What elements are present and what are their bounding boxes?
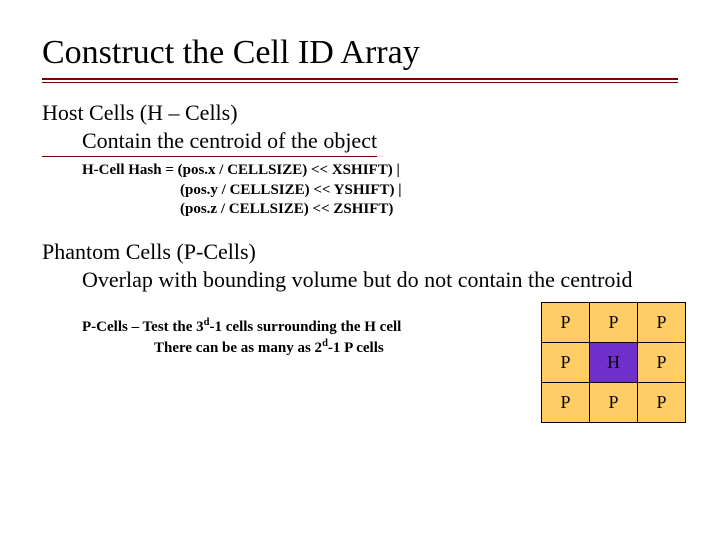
p-cell: P — [638, 343, 686, 383]
hash-line-1: H-Cell Hash = (pos.x / CELLSIZE) << XSHI… — [82, 161, 678, 181]
note-l1a: P-Cells – Test the 3 — [82, 319, 204, 335]
table-row: P P P — [542, 383, 686, 423]
phantom-heading: Phantom Cells (P-Cells) — [42, 238, 678, 266]
host-cells-section: Host Cells (H – Cells) Contain the centr… — [42, 99, 678, 161]
note-l2b: -1 P cells — [328, 340, 384, 356]
table-row: P P P — [542, 303, 686, 343]
note-l1b: -1 cells surrounding the H cell — [210, 319, 402, 335]
p-cell: P — [590, 383, 638, 423]
title-underline — [42, 78, 678, 83]
note-l2a: There can be as many as 2 — [154, 340, 322, 356]
p-cell: P — [590, 303, 638, 343]
slide-title: Construct the Cell ID Array — [42, 34, 678, 72]
cell-grid: P P P P H P P P P — [541, 302, 686, 423]
hash-line-3: (pos.z / CELLSIZE) << ZSHIFT) — [82, 200, 678, 220]
hash-block: H-Cell Hash = (pos.x / CELLSIZE) << XSHI… — [42, 161, 678, 220]
p-cell: P — [638, 303, 686, 343]
h-cell: H — [590, 343, 638, 383]
phantom-cells-section: Phantom Cells (P-Cells) Overlap with bou… — [42, 238, 678, 294]
p-cell: P — [542, 383, 590, 423]
hash-line-2: (pos.y / CELLSIZE) << YSHIFT) | — [82, 181, 678, 201]
host-heading: Host Cells (H – Cells) — [42, 100, 238, 125]
p-cell: P — [542, 343, 590, 383]
pcells-note: P-Cells – Test the 3d-1 cells surroundin… — [82, 302, 521, 359]
p-cell: P — [638, 383, 686, 423]
p-cell: P — [542, 303, 590, 343]
host-desc: Contain the centroid of the object — [42, 128, 377, 153]
phantom-desc: Overlap with bounding volume but do not … — [42, 266, 678, 294]
table-row: P H P — [542, 343, 686, 383]
